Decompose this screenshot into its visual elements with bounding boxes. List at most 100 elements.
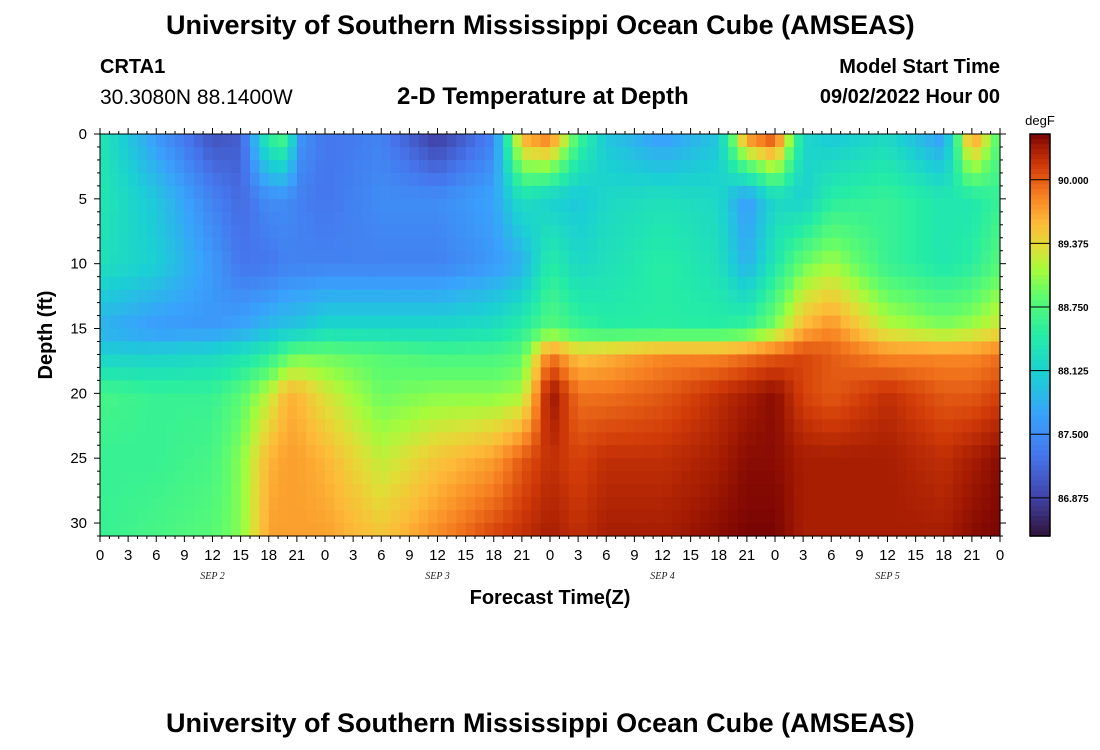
heatmap-cell xyxy=(465,198,476,213)
heatmap-cell xyxy=(334,146,345,161)
heatmap-cell xyxy=(287,497,298,511)
heatmap-cell xyxy=(231,134,242,148)
heatmap-cell xyxy=(437,250,448,265)
heatmap-cell xyxy=(268,172,279,187)
colorbar-swatch xyxy=(1030,345,1050,351)
heatmap-cell xyxy=(868,341,879,356)
heatmap-cell xyxy=(221,289,232,304)
heatmap-cell xyxy=(343,432,354,446)
heatmap-cell xyxy=(653,146,664,161)
heatmap-cell xyxy=(671,458,682,472)
heatmap-cell xyxy=(221,484,232,498)
heatmap-cell xyxy=(775,497,785,511)
heatmap-cell xyxy=(334,523,345,537)
heatmap-cell xyxy=(315,471,326,485)
heatmap-cell xyxy=(521,224,532,239)
heatmap-cell xyxy=(568,302,579,317)
heatmap-cell xyxy=(165,367,176,381)
heatmap-cell xyxy=(109,406,120,420)
heatmap-cell xyxy=(334,497,345,511)
heatmap-cell xyxy=(606,263,617,278)
heatmap-cell xyxy=(137,445,148,459)
heatmap-cell xyxy=(728,276,739,291)
heatmap-cell xyxy=(437,172,448,187)
heatmap-cell xyxy=(128,250,139,265)
heatmap-cell xyxy=(906,497,917,511)
heatmap-cell xyxy=(521,276,532,291)
heatmap-cell xyxy=(925,250,935,265)
heatmap-cell xyxy=(671,185,682,200)
heatmap-cell xyxy=(971,315,982,330)
colorbar-swatch xyxy=(1030,294,1050,301)
heatmap-cell xyxy=(953,146,964,161)
heatmap-cell xyxy=(625,250,635,265)
heatmap-cell xyxy=(343,419,354,433)
heatmap-cell xyxy=(475,250,485,265)
heatmap-cell xyxy=(925,445,935,459)
heatmap-cell xyxy=(793,393,804,407)
heatmap-cell xyxy=(165,276,176,291)
heatmap-cell xyxy=(596,263,607,278)
heatmap-cell xyxy=(925,134,935,148)
heatmap-cell xyxy=(428,237,439,252)
heatmap-cell xyxy=(250,471,260,485)
heatmap-cell xyxy=(784,198,795,213)
heatmap-cell xyxy=(118,224,129,239)
heatmap-cell xyxy=(343,497,354,511)
heatmap-cell xyxy=(671,523,682,537)
heatmap-cell xyxy=(653,432,664,446)
heatmap-cell xyxy=(315,484,326,498)
heatmap-cell xyxy=(718,354,729,369)
heatmap-cell xyxy=(868,146,879,161)
heatmap-cell xyxy=(306,211,317,226)
heatmap-cell xyxy=(850,289,860,304)
colorbar-swatch xyxy=(1030,134,1050,140)
heatmap-cell xyxy=(765,263,776,278)
heatmap-cell xyxy=(446,445,457,459)
heatmap-cell xyxy=(128,237,139,252)
station-name: CRTA1 xyxy=(100,56,166,78)
heatmap-cell xyxy=(400,393,410,407)
heatmap-cell xyxy=(850,406,860,420)
heatmap-cell xyxy=(821,250,832,265)
heatmap-cell xyxy=(690,159,701,174)
heatmap-cell xyxy=(221,146,232,161)
heatmap-cell xyxy=(231,393,242,407)
heatmap-cell xyxy=(671,354,682,369)
heatmap-cell xyxy=(100,393,110,407)
heatmap-cell xyxy=(784,276,795,291)
heatmap-cell xyxy=(765,419,776,433)
heatmap-cell xyxy=(784,289,795,304)
heatmap-cell xyxy=(550,419,560,433)
heatmap-cell xyxy=(437,445,448,459)
y-tick-label: 20 xyxy=(70,385,87,402)
heatmap-cell xyxy=(353,406,364,420)
y-tick-label: 15 xyxy=(70,321,87,338)
heatmap-cell xyxy=(203,134,214,148)
heatmap-cell xyxy=(128,432,139,446)
heatmap-cell xyxy=(184,250,195,265)
colorbar-swatch xyxy=(1030,214,1050,221)
heatmap-cell xyxy=(540,484,551,498)
heatmap-cell xyxy=(521,497,532,511)
heatmap-cell xyxy=(371,510,382,524)
heatmap-cell xyxy=(268,510,279,524)
heatmap-cell xyxy=(812,471,823,485)
heatmap-cell xyxy=(662,328,673,343)
heatmap-cell xyxy=(859,146,870,161)
heatmap-cell xyxy=(128,471,139,485)
heatmap-cell xyxy=(381,289,392,304)
heatmap-cell xyxy=(437,276,448,291)
heatmap-cell xyxy=(465,380,476,394)
heatmap-cell xyxy=(765,237,776,252)
heatmap-cell xyxy=(812,198,823,213)
heatmap-cell xyxy=(437,393,448,407)
colorbar-swatch xyxy=(1030,189,1050,195)
heatmap-cell xyxy=(925,172,935,187)
heatmap-cell xyxy=(737,354,748,369)
heatmap-cell xyxy=(756,484,767,498)
heatmap-cell xyxy=(521,159,532,174)
heatmap-cell xyxy=(831,237,842,252)
heatmap-cell xyxy=(428,211,439,226)
